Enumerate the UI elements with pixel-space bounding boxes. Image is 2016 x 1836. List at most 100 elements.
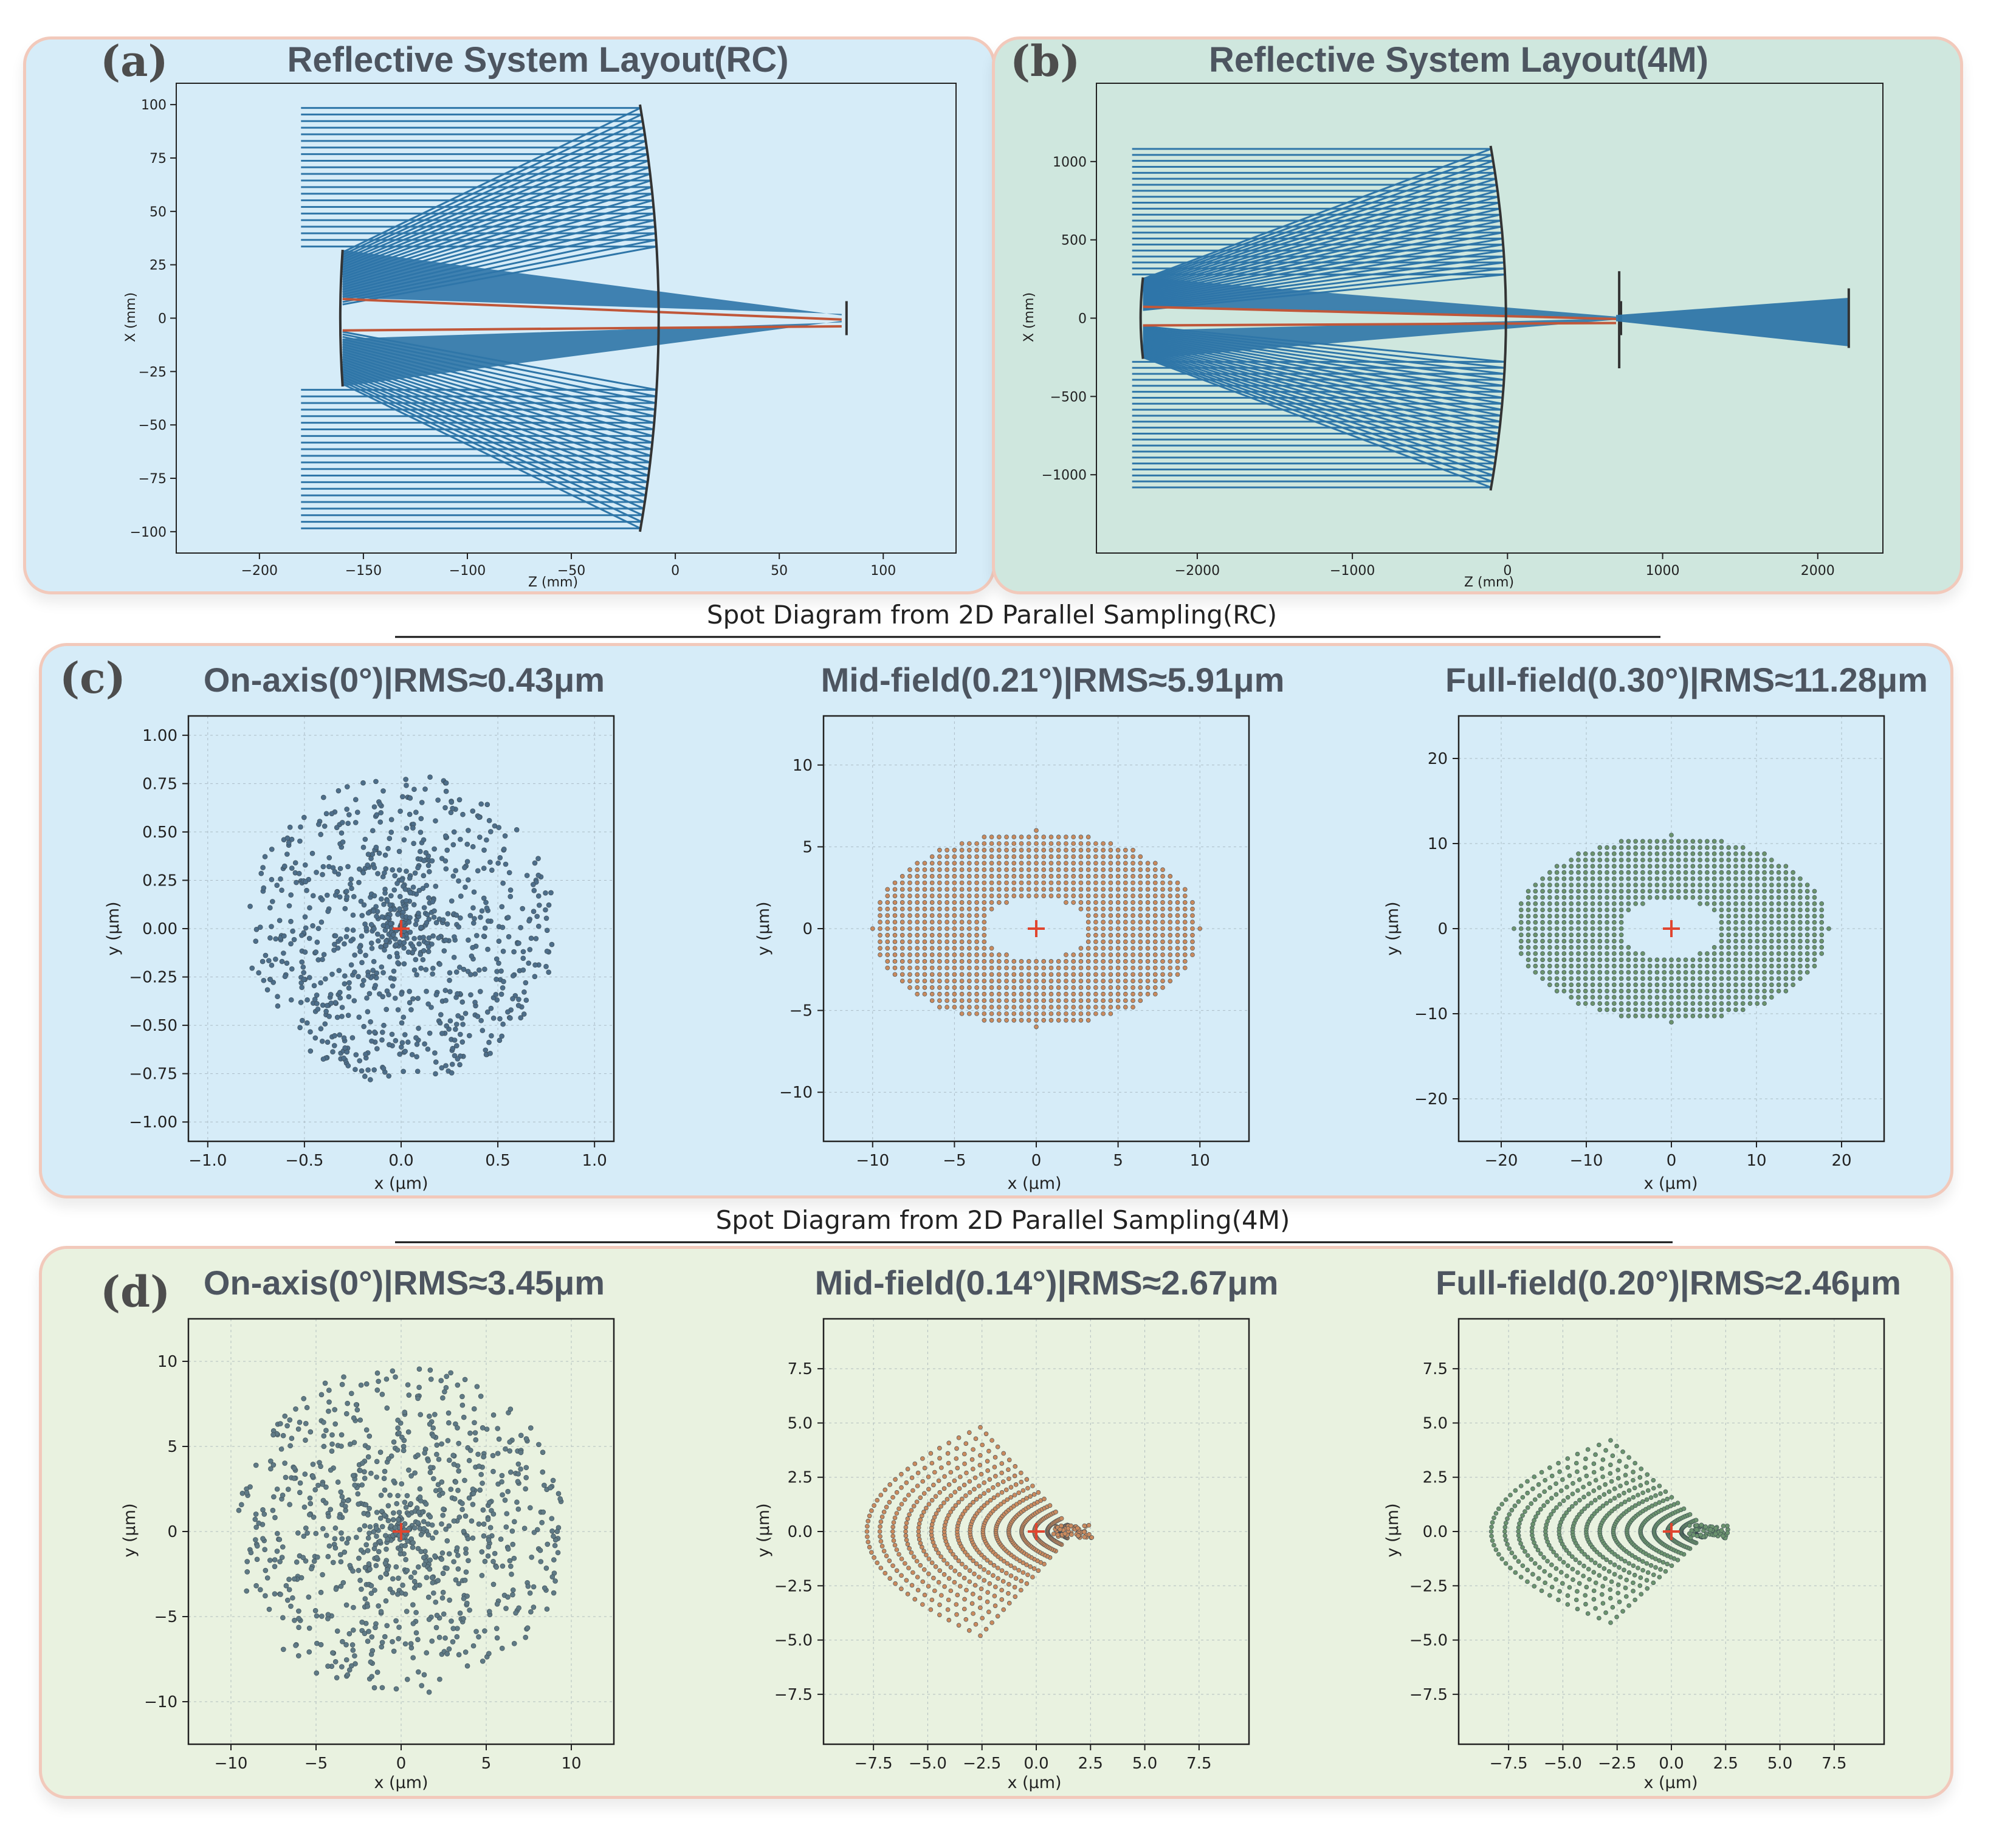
- spot-point: [1085, 946, 1091, 951]
- spot-point: [959, 946, 965, 951]
- spot-point: [460, 811, 466, 817]
- spot-point: [269, 876, 275, 882]
- spot-point: [272, 1515, 278, 1521]
- spot-point: [1676, 851, 1681, 856]
- spot-point: [1698, 963, 1702, 969]
- spot-point: [496, 938, 502, 944]
- spot-point: [298, 824, 303, 830]
- spot-point: [499, 1479, 504, 1485]
- spot-point: [486, 1039, 492, 1045]
- spot-point: [326, 1014, 332, 1019]
- spot-point: [952, 854, 957, 859]
- spot-point: [395, 1425, 401, 1431]
- spot-point: [490, 1558, 496, 1564]
- spot-point: [490, 1511, 497, 1517]
- spot-point: [1726, 1007, 1731, 1013]
- spot-point: [1804, 951, 1810, 956]
- spot-point: [920, 1544, 924, 1550]
- spot-point: [1561, 920, 1567, 925]
- spot-point: [916, 1525, 921, 1530]
- spot-point: [1698, 870, 1702, 875]
- spot-point: [1726, 901, 1731, 906]
- spot-point: [937, 861, 942, 866]
- spot-point: [1769, 864, 1774, 869]
- spot-point: [1626, 864, 1631, 869]
- spot-point: [1662, 995, 1667, 1000]
- spot-point: [394, 1501, 400, 1507]
- spot-point: [1540, 926, 1545, 931]
- spot-point: [489, 1033, 494, 1039]
- spot-point: [321, 794, 326, 800]
- spot-point: [952, 978, 957, 983]
- spot-point: [379, 896, 384, 902]
- spot-point: [389, 1031, 395, 1037]
- spot-point: [974, 939, 979, 944]
- spot-point: [510, 1592, 515, 1598]
- spot-point: [974, 920, 979, 925]
- spot-point: [462, 865, 467, 870]
- spot-point: [1590, 882, 1595, 887]
- spot-point: [447, 977, 452, 983]
- spot-point: [351, 998, 357, 1003]
- spot-point: [470, 905, 476, 911]
- spot-point: [371, 1545, 377, 1552]
- spot-point: [1619, 870, 1624, 875]
- spot-point: [373, 983, 378, 988]
- spot-point: [1561, 926, 1567, 931]
- spot-point: [960, 1561, 965, 1567]
- spot-point: [989, 978, 994, 983]
- spot-point: [915, 978, 920, 983]
- spot-point: [1001, 1607, 1006, 1612]
- spot-point: [1576, 901, 1581, 906]
- spot-point: [1086, 1522, 1092, 1528]
- spot-point: [1712, 957, 1717, 963]
- spot-point: [533, 936, 539, 941]
- spot-point: [1605, 851, 1609, 856]
- spot-point: [1597, 945, 1603, 950]
- spot-point: [995, 1566, 1000, 1570]
- spot-point: [410, 996, 416, 1002]
- spot-point: [1153, 920, 1158, 925]
- spot-point: [1662, 963, 1667, 969]
- spot-point: [1633, 882, 1638, 887]
- spot-point: [1783, 945, 1789, 950]
- spot-point: [1791, 963, 1795, 969]
- spot-point: [1025, 1485, 1030, 1491]
- spot-point: [997, 991, 1002, 997]
- spot-point: [403, 906, 408, 912]
- spot-point: [450, 805, 455, 811]
- spot-point: [1056, 1017, 1061, 1023]
- spot-point: [365, 1638, 371, 1644]
- spot-point: [365, 1009, 371, 1014]
- spot-point: [487, 1050, 493, 1056]
- y-tick-label: −0.50: [129, 1017, 177, 1035]
- spot-point: [878, 939, 882, 944]
- spot-point: [478, 801, 484, 807]
- spot-point: [1640, 851, 1645, 856]
- spot-point: [520, 967, 526, 973]
- spot-point: [481, 1454, 486, 1460]
- layout-plot-0: −200 −150 −100 −50 0 50 100−100−75−50−25025507…: [130, 83, 957, 579]
- spot-point: [1726, 870, 1731, 875]
- spot-point: [464, 859, 470, 864]
- spot-point: [969, 1601, 975, 1606]
- spot-point: [974, 985, 979, 990]
- spot-point: [1740, 895, 1746, 900]
- spot-point: [1712, 1001, 1717, 1006]
- spot-point: [885, 946, 890, 951]
- spot-point: [1733, 876, 1738, 881]
- spot-point: [324, 892, 330, 898]
- spot-point: [1011, 1017, 1017, 1023]
- spot-point: [892, 1515, 898, 1521]
- spot-point: [1605, 976, 1609, 981]
- spot-point: [1647, 988, 1653, 994]
- spot-point: [1719, 951, 1724, 956]
- spot-point: [381, 1022, 387, 1028]
- spot-point: [421, 837, 427, 843]
- spot-point: [1160, 965, 1165, 971]
- spot-point: [1669, 995, 1674, 1000]
- spot-point: [1597, 1007, 1603, 1013]
- spot-point: [1719, 882, 1724, 887]
- spot-point: [525, 1583, 531, 1589]
- spot-point: [1590, 851, 1595, 856]
